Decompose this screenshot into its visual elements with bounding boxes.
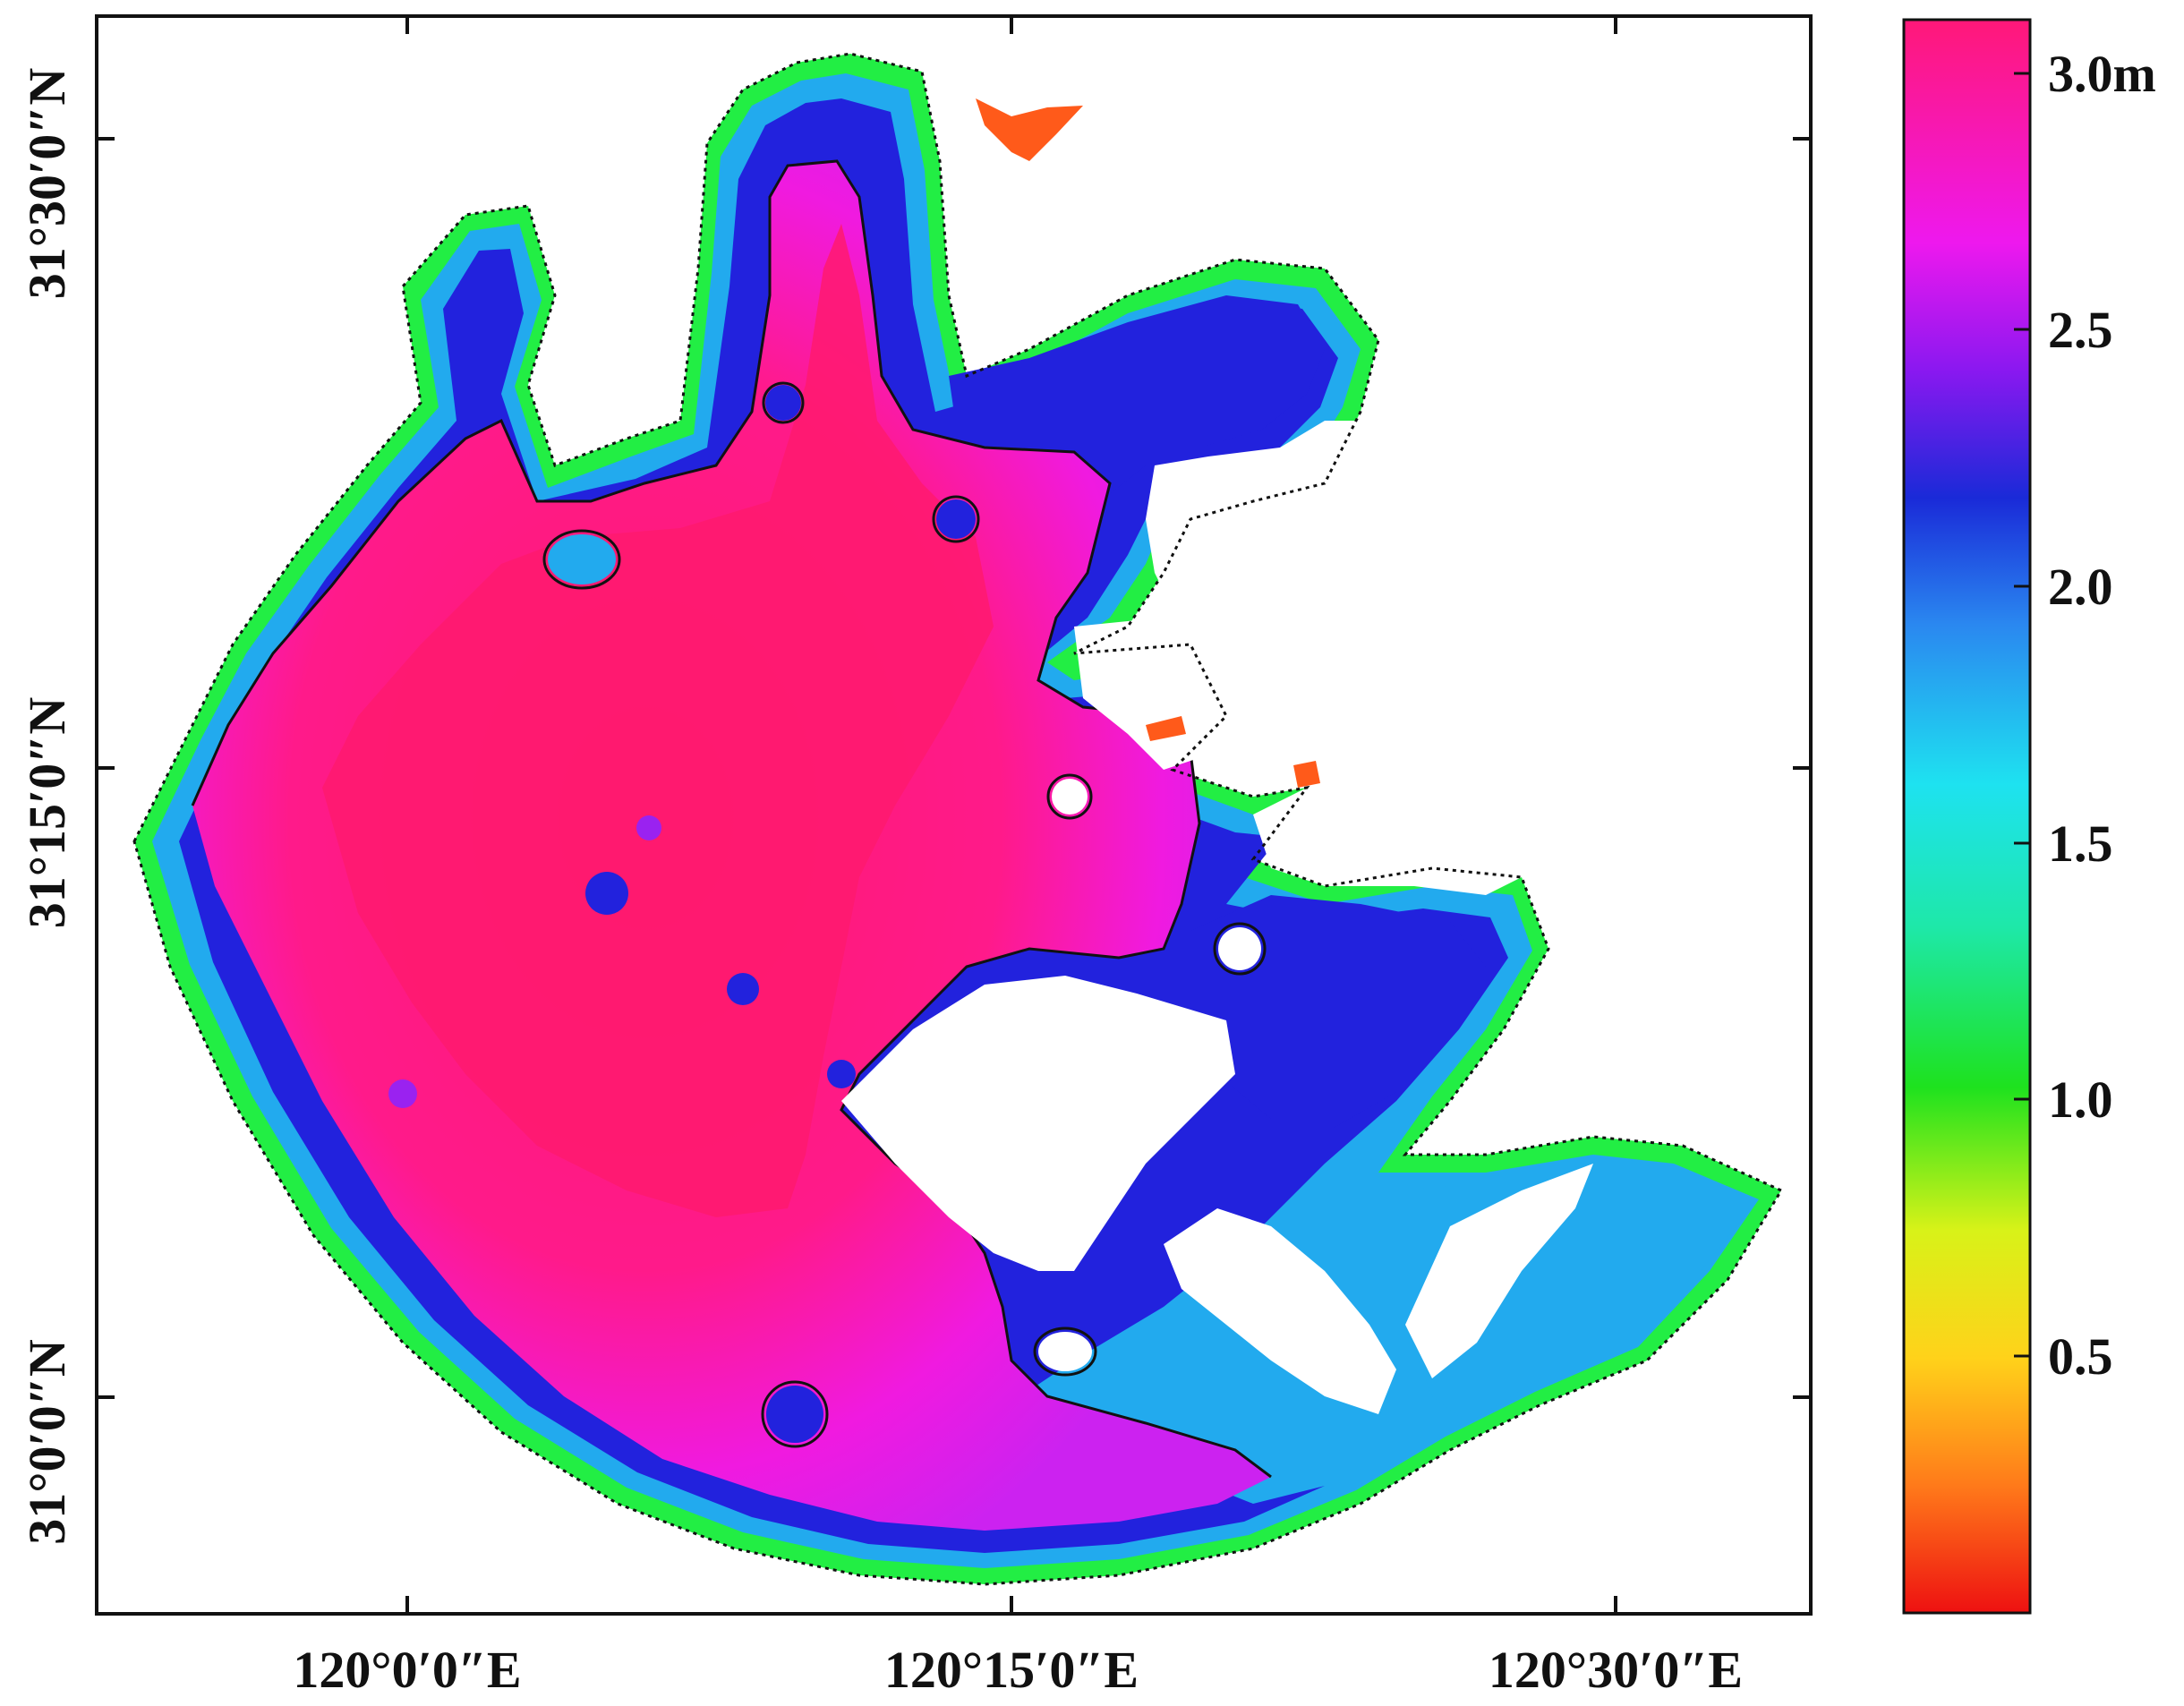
x-tick-label-1: 120°0′0″E [293,1641,521,1699]
island-west-2 [388,1079,417,1108]
southeast-land-2 [1405,1164,1593,1378]
east-land-2 [1253,788,1522,895]
x-ticks [405,16,1617,1614]
colorbar-label-6: 0.5 [2048,1327,2113,1386]
colorbar-label-2: 2.5 [2048,301,2113,359]
x-tick-label-2: 120°15′0″E [884,1641,1139,1699]
island-north-1 [765,385,801,421]
colorbar [1902,18,2032,1615]
island-north-2 [936,499,976,539]
colorbar-label-4: 1.5 [2048,815,2113,873]
y-tick-label-3: 31°0′0″N [18,1339,76,1545]
island-center-2 [727,973,759,1005]
colorbar-label-3: 2.0 [2048,558,2113,616]
east-shoal-1 [1146,716,1186,741]
y-ticks [97,137,1811,1399]
island-center-4 [636,815,661,840]
y-tick-label-1: 31°30′0″N [18,68,76,300]
north-shoal [976,98,1083,161]
island-north-1-ring [762,381,805,424]
island-south-ring [761,1380,829,1448]
island-south [766,1386,823,1443]
northeast-land [1146,421,1378,644]
east-mountain-peninsula [841,976,1235,1271]
colorbar-ticks [2014,72,2030,1358]
colorbar-label-1: 3.0m [2048,45,2156,103]
colorbar-label-5: 1.0 [2048,1071,2113,1129]
island-center [585,872,628,915]
southeast-land [1164,1208,1396,1414]
island-east-2-ring [1046,773,1093,820]
island-west [548,534,616,584]
island-south-2-ring [1033,1326,1097,1377]
y-tick-label-2: 31°15′0″N [18,697,76,929]
island-east [1218,927,1261,970]
island-east-2 [1052,779,1088,815]
island-west-ring [542,529,621,590]
deepest-core [322,224,994,1217]
island-east-ring [1213,922,1267,976]
island-south-2 [1038,1332,1092,1371]
island-north-2-ring [932,495,980,543]
east-shoal-2 [1293,761,1320,788]
x-tick-label-3: 120°30′0″E [1489,1641,1743,1699]
lake-shoreline [132,52,1784,1586]
island-center-3 [827,1060,856,1088]
